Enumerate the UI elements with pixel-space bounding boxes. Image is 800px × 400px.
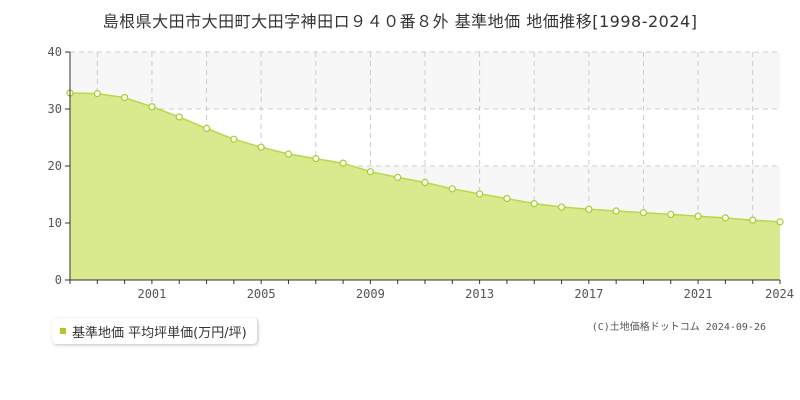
- data-point: [694, 212, 702, 220]
- credit-text: (C)土地価格ドットコム 2024-09-26: [591, 322, 766, 333]
- legend-label: 基準地価 平均坪単価(万円/坪): [72, 325, 247, 341]
- y-tick-label: 10: [48, 216, 62, 230]
- data-point: [339, 159, 347, 167]
- data-point: [721, 214, 729, 222]
- data-point: [476, 190, 484, 198]
- x-tick-label: 2001: [137, 287, 166, 301]
- data-point: [284, 150, 293, 158]
- data-point: [667, 210, 675, 219]
- data-point: [312, 154, 320, 163]
- x-tick-label: 2021: [684, 287, 713, 301]
- data-point: [503, 194, 511, 203]
- legend: 基準地価 平均坪単価(万円/坪): [52, 318, 257, 344]
- data-point: [776, 218, 784, 226]
- x-tick-label: 2017: [574, 287, 603, 301]
- data-point: [230, 135, 238, 143]
- data-point: [121, 93, 129, 102]
- x-tick-label: 2024: [765, 287, 794, 301]
- data-point: [394, 173, 402, 181]
- data-point: [585, 205, 593, 213]
- x-tick-label: 2005: [247, 287, 276, 301]
- data-point: [257, 143, 265, 151]
- y-tick-label: 30: [48, 102, 62, 116]
- x-tick-label: 2013: [465, 287, 494, 301]
- data-point: [448, 185, 456, 193]
- data-point: [175, 113, 183, 121]
- data-point: [530, 200, 538, 208]
- chart-title: 島根県大田市大田町大田字神田ロ９４０番８外 基準地価 地価推移[1998-202…: [102, 12, 698, 31]
- data-point: [148, 103, 156, 111]
- data-point: [421, 178, 429, 187]
- price-area: [70, 93, 780, 280]
- data-point: [749, 216, 757, 224]
- data-point: [639, 209, 648, 217]
- data-point: [557, 203, 566, 211]
- data-point: [202, 124, 211, 132]
- y-tick-label: 0: [55, 273, 62, 287]
- data-point: [93, 90, 101, 98]
- y-tick-label: 40: [48, 45, 62, 59]
- data-point: [612, 207, 620, 215]
- y-tick-label: 20: [48, 159, 62, 173]
- data-point: [366, 168, 374, 176]
- legend-swatch: [60, 328, 66, 334]
- x-tick-label: 2009: [356, 287, 385, 301]
